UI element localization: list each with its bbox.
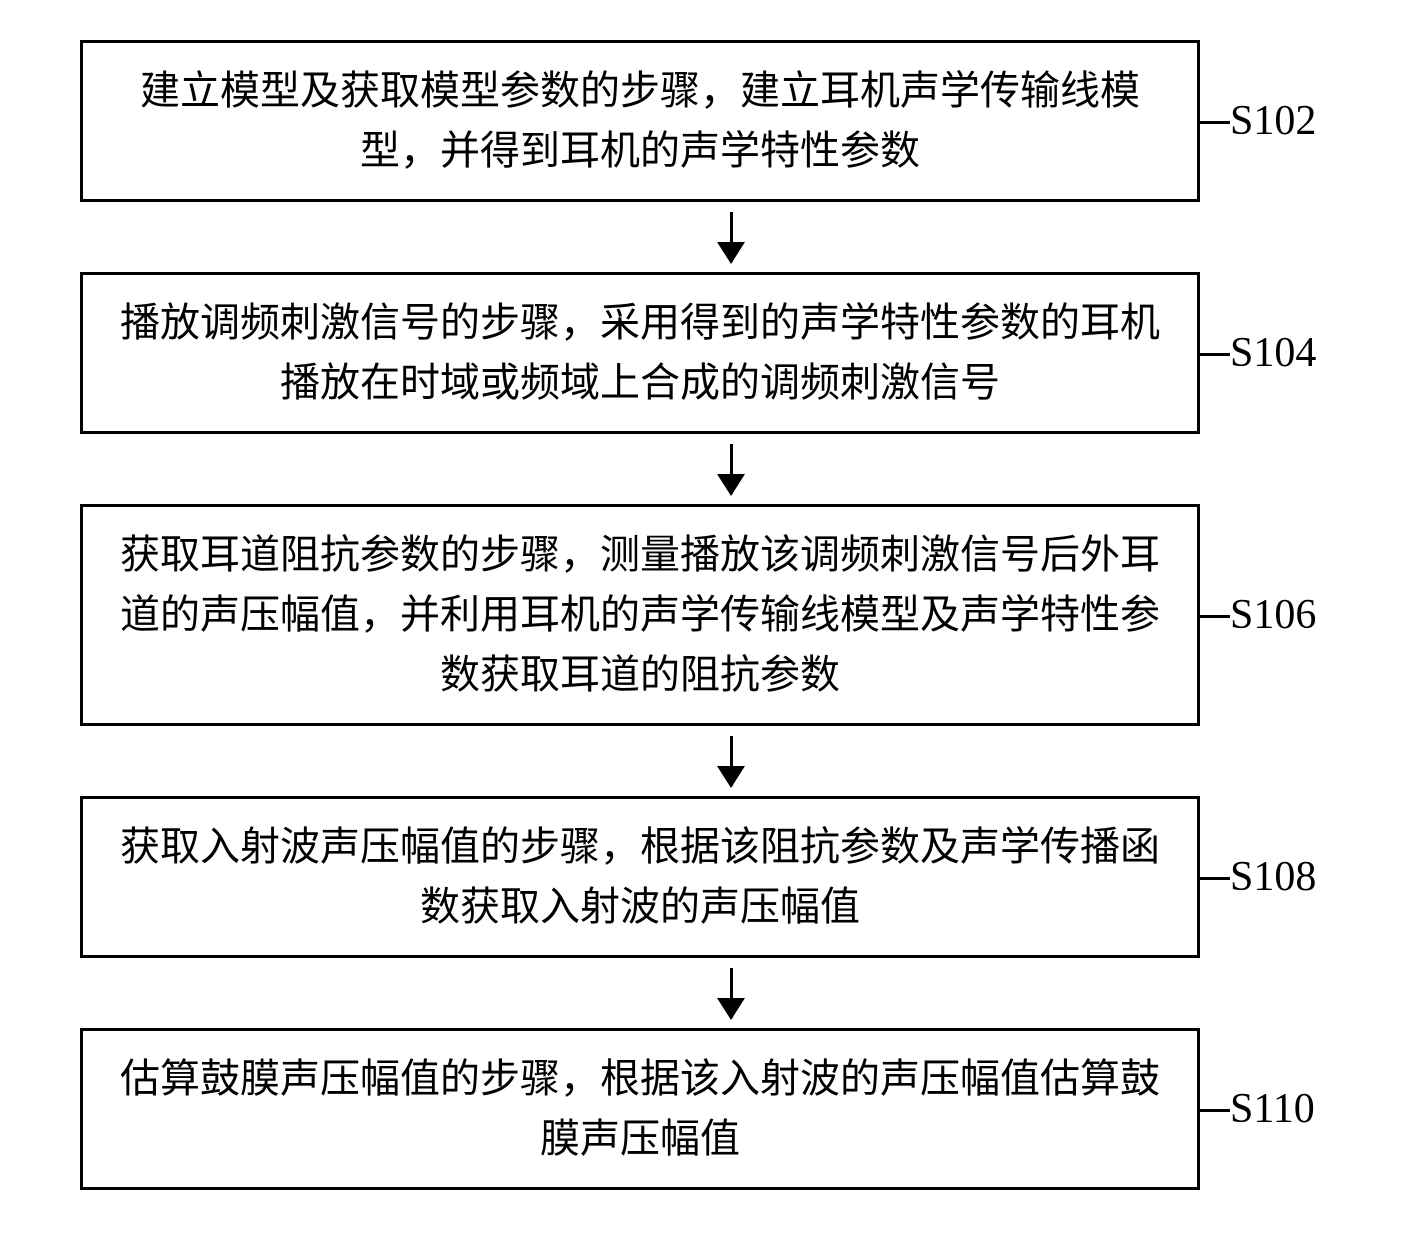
arrow-down-icon [730,736,733,786]
arrow-container [171,958,1291,1028]
step-label: S108 [1230,853,1316,901]
step-row: 估算鼓膜声压幅值的步骤，根据该入射波的声压幅值估算鼓膜声压幅值 S110 [30,1028,1382,1190]
step-label: S110 [1230,1085,1315,1133]
connector-line [1200,877,1230,880]
step-box-s104: 播放调频刺激信号的步骤，采用得到的声学特性参数的耳机播放在时域或频域上合成的调频… [80,272,1200,434]
step-row: 播放调频刺激信号的步骤，采用得到的声学特性参数的耳机播放在时域或频域上合成的调频… [30,272,1382,434]
arrow-down-icon [730,968,733,1018]
connector-line [1200,353,1230,356]
arrow-container [171,726,1291,796]
connector-line [1200,615,1230,618]
connector-line [1200,1109,1230,1112]
step-box-s106: 获取耳道阻抗参数的步骤，测量播放该调频刺激信号后外耳道的声压幅值，并利用耳机的声… [80,504,1200,726]
step-box-s110: 估算鼓膜声压幅值的步骤，根据该入射波的声压幅值估算鼓膜声压幅值 [80,1028,1200,1190]
connector-line [1200,121,1230,124]
step-box-s108: 获取入射波声压幅值的步骤，根据该阻抗参数及声学传播函数获取入射波的声压幅值 [80,796,1200,958]
step-row: 获取耳道阻抗参数的步骤，测量播放该调频刺激信号后外耳道的声压幅值，并利用耳机的声… [30,504,1382,726]
step-text: 获取耳道阻抗参数的步骤，测量播放该调频刺激信号后外耳道的声压幅值，并利用耳机的声… [113,525,1167,705]
step-text: 建立模型及获取模型参数的步骤，建立耳机声学传输线模型，并得到耳机的声学特性参数 [113,61,1167,181]
step-text: 播放调频刺激信号的步骤，采用得到的声学特性参数的耳机播放在时域或频域上合成的调频… [113,293,1167,413]
arrow-down-icon [730,212,733,262]
flowchart-container: 建立模型及获取模型参数的步骤，建立耳机声学传输线模型，并得到耳机的声学特性参数 … [30,40,1382,1190]
step-text: 估算鼓膜声压幅值的步骤，根据该入射波的声压幅值估算鼓膜声压幅值 [113,1049,1167,1169]
step-label: S104 [1230,329,1316,377]
arrow-down-icon [730,444,733,494]
step-row: 获取入射波声压幅值的步骤，根据该阻抗参数及声学传播函数获取入射波的声压幅值 S1… [30,796,1382,958]
step-label: S102 [1230,97,1316,145]
step-box-s102: 建立模型及获取模型参数的步骤，建立耳机声学传输线模型，并得到耳机的声学特性参数 [80,40,1200,202]
step-label: S106 [1230,591,1316,639]
arrow-container [171,434,1291,504]
step-text: 获取入射波声压幅值的步骤，根据该阻抗参数及声学传播函数获取入射波的声压幅值 [113,817,1167,937]
step-row: 建立模型及获取模型参数的步骤，建立耳机声学传输线模型，并得到耳机的声学特性参数 … [30,40,1382,202]
arrow-container [171,202,1291,272]
